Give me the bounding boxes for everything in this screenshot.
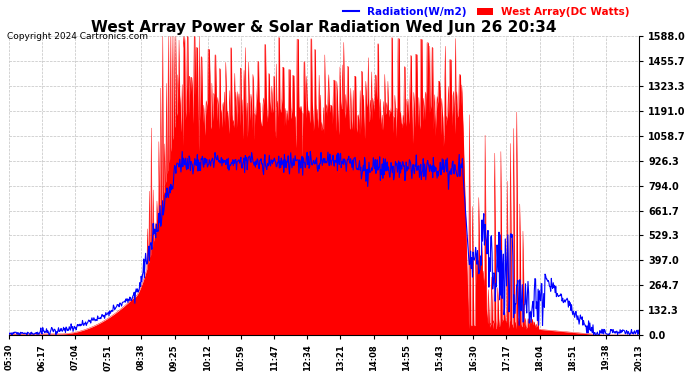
Text: Copyright 2024 Cartronics.com: Copyright 2024 Cartronics.com [7,32,148,41]
Title: West Array Power & Solar Radiation Wed Jun 26 20:34: West Array Power & Solar Radiation Wed J… [91,20,557,35]
Legend: Radiation(W/m2), West Array(DC Watts): Radiation(W/m2), West Array(DC Watts) [339,3,634,21]
